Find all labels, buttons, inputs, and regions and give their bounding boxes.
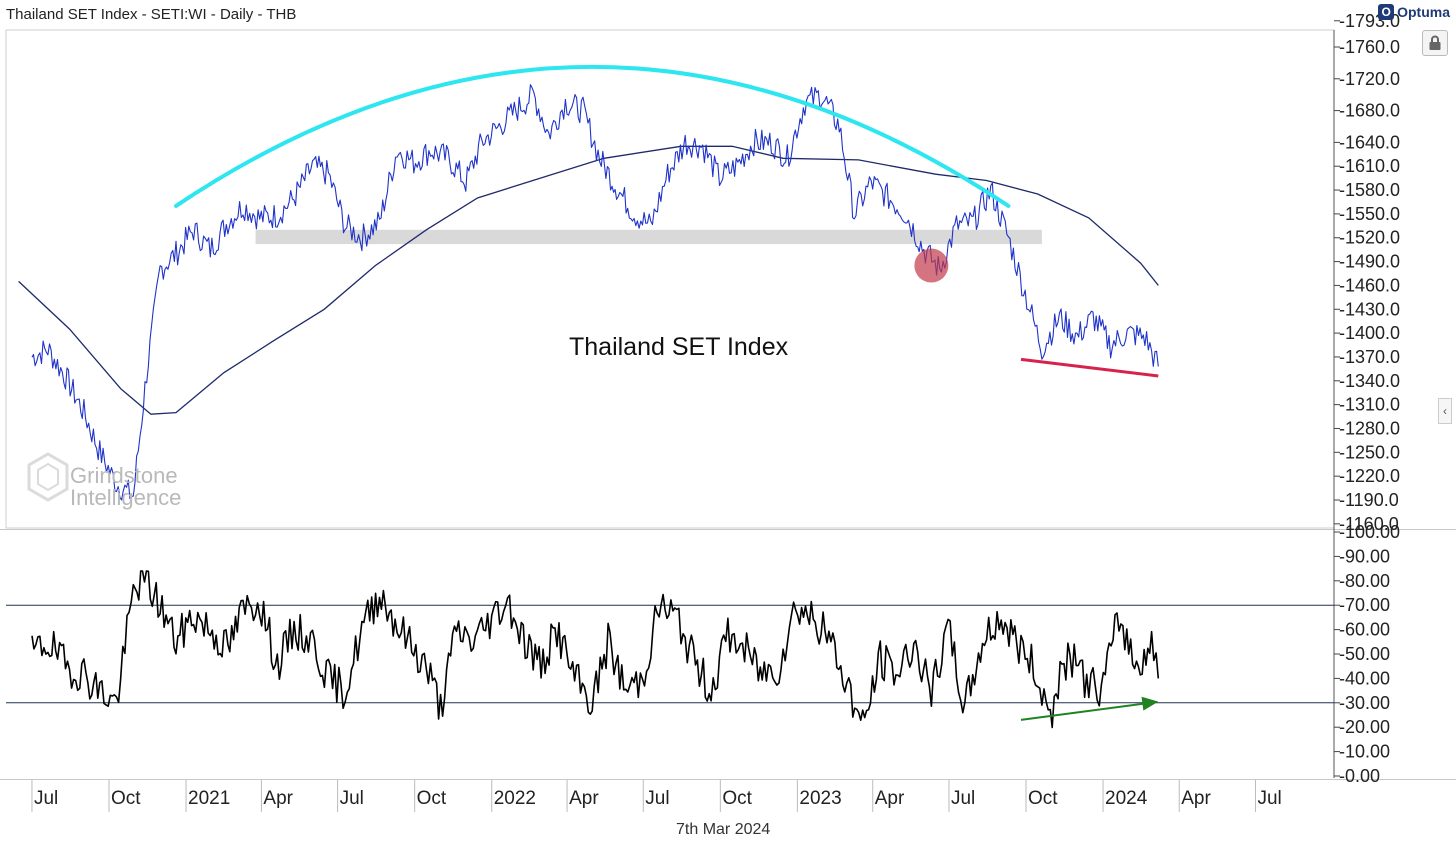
x-tick-label: Oct <box>1028 788 1058 809</box>
rsi-tick-label: -90.00 <box>1339 546 1390 566</box>
price-tick-label: -1720.0 <box>1339 69 1400 89</box>
price-tick-label: -1640.0 <box>1339 132 1400 152</box>
x-tick-label: Apr <box>263 788 293 809</box>
price-tick-label: -1340.0 <box>1339 371 1400 391</box>
chart-title: Thailand SET Index <box>569 333 789 361</box>
lock-icon <box>1429 35 1441 50</box>
price-tick-label: -1680.0 <box>1339 101 1400 121</box>
price-panel-frame <box>5 29 1335 529</box>
date-label: 7th Mar 2024 <box>676 821 771 838</box>
price-tick-label: -1280.0 <box>1339 418 1400 438</box>
x-tick-label: Oct <box>417 788 447 809</box>
x-tick-label: 2024 <box>1105 788 1148 809</box>
arrow-head-icon <box>1141 696 1159 711</box>
price-tick-label: -1610.0 <box>1339 156 1400 176</box>
x-tick-label: 2022 <box>494 788 536 809</box>
price-tick-label: -1400.0 <box>1339 323 1400 343</box>
rsi-tick-label: -20.00 <box>1339 717 1390 737</box>
price-plot-area <box>18 65 1159 501</box>
price-tick-label: -1310.0 <box>1339 395 1400 415</box>
x-tick-label: 2021 <box>188 788 230 809</box>
collapse-panel-button[interactable]: ‹ <box>1438 398 1452 424</box>
rsi-tick-label: -30.00 <box>1339 693 1390 713</box>
rsi-y-axis: -100.00 -90.00 -80.00 -70.00 -60.00 -50.00 -40… <box>1334 522 1400 786</box>
price-tick-label: -1250.0 <box>1339 442 1400 462</box>
rounding-top-arc <box>173 65 1011 208</box>
brand-logo: O Optuma <box>1378 4 1450 20</box>
price-series-line <box>31 84 1159 501</box>
price-tick-label: -1580.0 <box>1339 180 1400 200</box>
x-axis: Jul Oct 2021 Apr Jul Oct 2022 Apr Jul Oct 2023 Apr J… <box>31 780 1282 812</box>
x-tick-label: Jul <box>951 788 975 809</box>
lock-button[interactable] <box>1422 30 1448 56</box>
rsi-tick-label: -70.00 <box>1339 595 1390 615</box>
price-tick-label: -1520.0 <box>1339 228 1400 248</box>
brand-name: Optuma <box>1397 4 1450 20</box>
price-tick-label: -1460.0 <box>1339 275 1400 295</box>
support-trendline <box>1020 357 1159 378</box>
x-tick-label: Oct <box>722 788 752 809</box>
x-tick-label: 2023 <box>799 788 841 809</box>
x-tick-label: Apr <box>1181 788 1211 809</box>
price-y-axis: -1793.0-1760.0-1720.0-1680.0-1640.0-1610… <box>1334 11 1400 534</box>
x-tick-label: Jul <box>34 788 58 809</box>
price-tick-label: -1190.0 <box>1339 490 1399 510</box>
x-tick-label: Jul <box>1257 788 1281 809</box>
x-tick-label: Jul <box>340 788 364 809</box>
moving-average-line <box>18 145 1159 415</box>
price-tick-label: -1490.0 <box>1339 252 1400 272</box>
rsi-series-line <box>31 570 1160 729</box>
x-tick-label: Apr <box>875 788 905 809</box>
watermark-line-1: Grindstone <box>70 463 178 488</box>
rsi-divergence-arrow <box>1020 701 1151 721</box>
grindstone-hexagon-icon <box>27 452 69 502</box>
rsi-tick-label: -60.00 <box>1339 620 1390 640</box>
chevron-left-icon: ‹ <box>1443 404 1447 418</box>
x-tick-label: Apr <box>569 788 599 809</box>
price-tick-label: -1220.0 <box>1339 466 1400 486</box>
chart-header-title: Thailand SET Index - SETI:WI - Daily - T… <box>6 6 297 23</box>
watermark-line-2: Intelligence <box>70 485 182 510</box>
price-tick-label: -1370.0 <box>1339 347 1400 367</box>
optuma-logo-icon: O <box>1378 4 1395 20</box>
price-tick-label: -1430.0 <box>1339 299 1400 319</box>
rsi-tick-label: -0.00 <box>1339 766 1380 786</box>
rsi-tick-label: -10.00 <box>1339 742 1390 762</box>
rsi-tick-label: -40.00 <box>1339 668 1390 688</box>
price-tick-label: -1760.0 <box>1339 37 1400 57</box>
rsi-tick-label: -100.00 <box>1339 522 1400 542</box>
x-tick-label: Jul <box>645 788 669 809</box>
rsi-tick-label: -50.00 <box>1339 644 1390 664</box>
support-zone-band <box>255 229 1042 245</box>
x-tick-label: Oct <box>111 788 141 809</box>
rsi-tick-label: -80.00 <box>1339 571 1390 591</box>
breakdown-marker <box>914 248 949 283</box>
price-tick-label: -1550.0 <box>1339 204 1400 224</box>
price-tick-label: -1160.0 <box>1339 514 1399 534</box>
